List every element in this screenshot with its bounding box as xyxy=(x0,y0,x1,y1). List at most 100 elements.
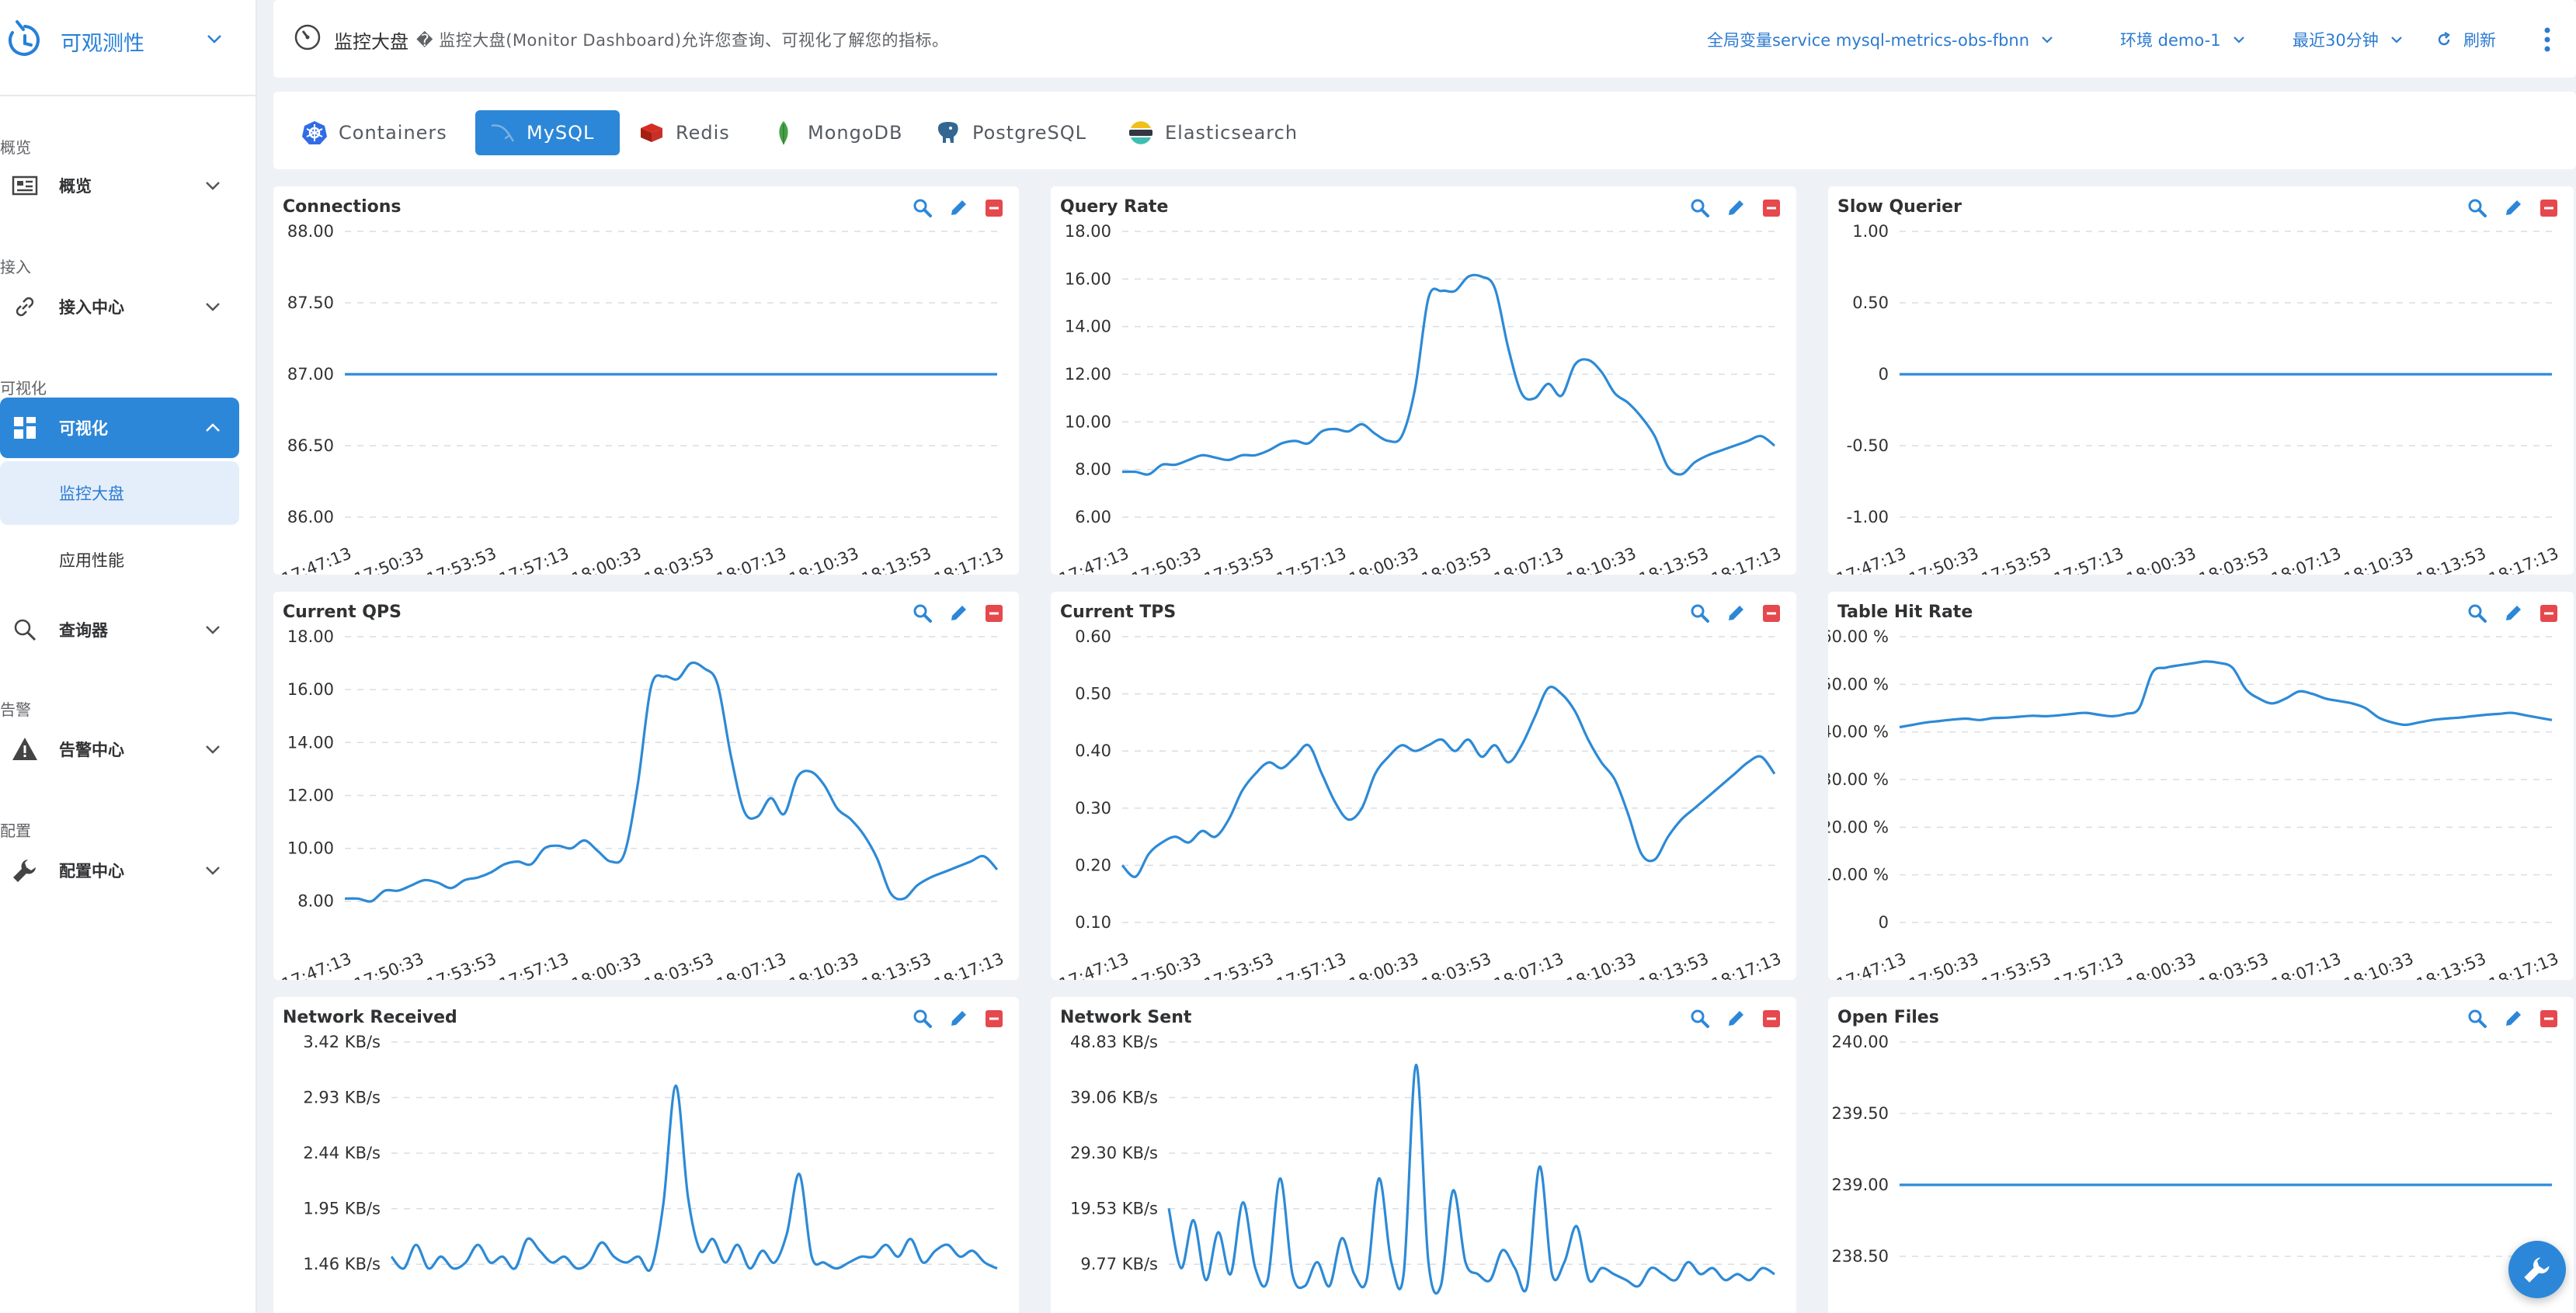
y-tick-label: 29.30 KB/s xyxy=(1070,1144,1158,1162)
zoom-icon[interactable] xyxy=(2466,1008,2488,1030)
y-tick-label: 16.00 xyxy=(1065,269,1111,288)
chart-panel-open-files: Open Files 240.00 239.50 239.00 238.50 xyxy=(1828,997,2574,1313)
tab-postgresql[interactable]: PostgreSQL xyxy=(935,110,1106,155)
panel-tools xyxy=(1689,1008,1782,1030)
section-label-visualization: 可视化 xyxy=(0,379,47,398)
gauge-icon xyxy=(294,24,321,50)
tab-mongodb[interactable]: MongoDB xyxy=(770,110,918,155)
edit-icon[interactable] xyxy=(1725,197,1747,219)
environment-select[interactable]: 环境 demo-1 xyxy=(2120,28,2247,51)
sidebar-subitem-monitor-dashboard[interactable]: 监控大盘 xyxy=(0,461,239,525)
x-tick-label: 18:17:13 xyxy=(1709,949,1783,980)
edit-icon[interactable] xyxy=(2502,197,2524,219)
edit-icon[interactable] xyxy=(1725,603,1747,624)
y-tick-label: 1.95 KB/s xyxy=(303,1200,381,1218)
line-chart[interactable]: 0.60 0.50 0.40 0.30 0.20 0.10 17:47:1317:50:33… xyxy=(1051,624,1796,980)
panel-tools xyxy=(1689,603,1782,624)
x-tick-label: 17:50:33 xyxy=(1129,949,1204,980)
tab-containers[interactable]: Containers xyxy=(301,110,480,155)
x-tick-label: 17:53:53 xyxy=(1979,544,2053,575)
remove-icon[interactable] xyxy=(983,603,1005,624)
line-chart[interactable]: 88.00 87.50 87.00 86.50 86.00 17:47:1317:50:3… xyxy=(273,219,1019,575)
edit-icon[interactable] xyxy=(2502,1008,2524,1030)
y-tick-label: 1.00 xyxy=(1852,222,1889,241)
x-tick-label: 18:17:13 xyxy=(1709,544,1783,575)
zoom-icon[interactable] xyxy=(1689,197,1711,219)
x-tick-label: 18:07:13 xyxy=(2268,544,2343,575)
x-tick-label: 18:13:53 xyxy=(2414,949,2488,980)
y-tick-label: -1.00 xyxy=(1847,508,1889,526)
zoom-icon[interactable] xyxy=(1689,1008,1711,1030)
zoom-icon[interactable] xyxy=(2466,603,2488,624)
edit-icon[interactable] xyxy=(1725,1008,1747,1030)
settings-fab-button[interactable] xyxy=(2508,1241,2566,1298)
environment-label: 环境 demo-1 xyxy=(2120,31,2221,50)
section-label-config: 配置 xyxy=(0,821,31,840)
zoom-icon[interactable] xyxy=(912,1008,933,1030)
y-tick-label: 20.00 % xyxy=(1828,818,1889,836)
time-range-select[interactable]: 最近30分钟 xyxy=(2293,28,2405,51)
sidebar-item-access[interactable]: 接入中心 xyxy=(0,276,239,337)
remove-icon[interactable] xyxy=(2538,1008,2560,1030)
line-chart[interactable]: 48.83 KB/s 39.06 KB/s 29.30 KB/s 19.53 KB/s… xyxy=(1051,1030,1796,1313)
y-tick-label: 2.44 KB/s xyxy=(303,1144,381,1162)
edit-icon[interactable] xyxy=(2502,603,2524,624)
remove-icon[interactable] xyxy=(1761,197,1782,219)
line-chart[interactable]: 18.0016.0014.0012.0010.008.0017:47:1317:… xyxy=(273,624,1019,980)
remove-icon[interactable] xyxy=(2538,197,2560,219)
x-tick-label: 17:50:33 xyxy=(352,949,426,980)
edit-icon[interactable] xyxy=(947,1008,969,1030)
remove-icon[interactable] xyxy=(983,1008,1005,1030)
series-line[interactable] xyxy=(344,661,999,903)
series-line[interactable] xyxy=(1121,686,1776,878)
remove-icon[interactable] xyxy=(1761,1008,1782,1030)
tab-redis[interactable]: Redis xyxy=(638,110,747,155)
tab-elasticsearch[interactable]: Elasticsearch xyxy=(1128,110,1330,155)
sidebar-item-config[interactable]: 配置中心 xyxy=(0,840,239,901)
y-tick-label: 60.00 % xyxy=(1828,627,1889,646)
line-chart[interactable]: 240.00 239.50 239.00 238.50 xyxy=(1828,1030,2574,1313)
brand-header[interactable]: 可观测性 xyxy=(0,0,257,96)
x-tick-label: 17:47:13 xyxy=(279,544,353,575)
remove-icon[interactable] xyxy=(983,197,1005,219)
chart-panel-current-qps: Current QPS 18.00 16.00 14.00 12.00 10.00 8.00… xyxy=(273,592,1019,980)
line-chart[interactable]: 18.00 16.00 14.00 12.00 10.00 8.00 6.00 17:47:1… xyxy=(1051,219,1796,575)
zoom-icon[interactable] xyxy=(1689,603,1711,624)
elasticsearch-icon xyxy=(1129,121,1152,144)
series-line[interactable] xyxy=(1167,1063,1775,1295)
zoom-icon[interactable] xyxy=(912,197,933,219)
zoom-icon[interactable] xyxy=(2466,197,2488,219)
tab-label: MySQL xyxy=(527,122,595,144)
zoom-icon[interactable] xyxy=(912,603,933,624)
line-chart[interactable]: 1.00 0.50 0 -0.50 -1.00 17:47:1317:50:3317:53… xyxy=(1828,219,2574,575)
global-variable-select[interactable]: 全局变量service mysql-metrics-obs-fbnn xyxy=(1707,28,2056,51)
panel-title: Table Hit Rate xyxy=(1837,603,1973,622)
remove-icon[interactable] xyxy=(1761,603,1782,624)
panel-title: Network Received xyxy=(283,1008,457,1027)
panel-title: Query Rate xyxy=(1060,197,1169,217)
panel-title: Connections xyxy=(283,197,402,217)
tab-mysql[interactable]: MySQL xyxy=(475,110,620,155)
sidebar-subitem-apm[interactable]: 应用性能 xyxy=(0,528,239,592)
x-tick-label: 17:57:13 xyxy=(496,544,571,575)
series-line[interactable] xyxy=(390,1084,998,1272)
line-chart[interactable]: 3.42 KB/s 2.93 KB/s 2.44 KB/s 1.95 KB/s 1.46… xyxy=(273,1030,1019,1313)
series-line[interactable] xyxy=(1121,273,1775,476)
x-tick-label: 18:13:53 xyxy=(2414,544,2488,575)
chevron-down-icon[interactable] xyxy=(203,28,225,50)
line-chart[interactable]: 60.00 % 50.00 % 40.00 % 30.00 % 20.00 % 10.00… xyxy=(1828,624,2574,980)
redis-icon xyxy=(641,123,662,142)
refresh-button[interactable]: 刷新 xyxy=(2435,28,2496,51)
edit-icon[interactable] xyxy=(947,603,969,624)
panel-tools xyxy=(2466,1008,2560,1030)
series-line[interactable] xyxy=(1899,660,2553,729)
remove-icon[interactable] xyxy=(2538,603,2560,624)
x-tick-label: 18:10:33 xyxy=(787,544,861,575)
sidebar-item-overview[interactable]: 概览 xyxy=(0,155,239,216)
sidebar-item-query[interactable]: 查询器 xyxy=(0,599,239,660)
sidebar-item-alert[interactable]: 告警中心 xyxy=(0,719,239,780)
sidebar-item-visualization[interactable]: 可视化 xyxy=(0,398,239,458)
more-vertical-icon[interactable] xyxy=(2543,26,2551,53)
edit-icon[interactable] xyxy=(947,197,969,219)
chevron-down-icon xyxy=(206,182,220,190)
